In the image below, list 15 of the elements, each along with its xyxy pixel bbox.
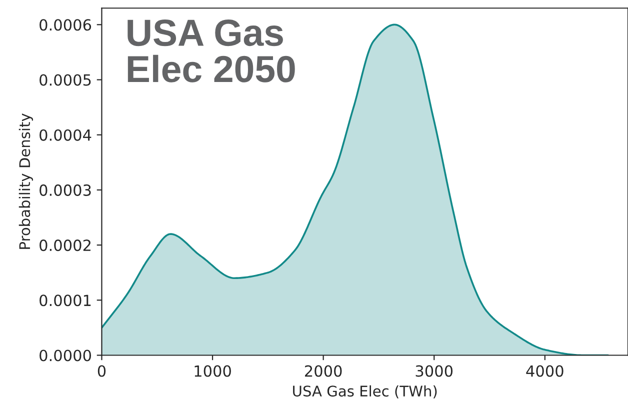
x-tick-label: 0 — [98, 365, 106, 377]
y-tick-label: 0.0002 — [40, 240, 90, 252]
x-tick-label: 4000 — [526, 365, 564, 377]
x-tick-label: 1000 — [194, 365, 231, 377]
text: USA Gas Elec 2050 — [128, 20, 295, 82]
y-axis-title: Probability Density — [18, 114, 33, 249]
x-tick-label: 3000 — [416, 365, 453, 377]
y-tick-label: 0.0001 — [40, 294, 91, 306]
y-tick-label: 0.0004 — [40, 129, 92, 141]
x-tick-label: 2000 — [305, 365, 342, 377]
x-axis-title: USA Gas Elec (TWh) — [293, 385, 437, 398]
y-tick-label: 0.0003 — [40, 184, 91, 196]
y-tick-label: 0.0005 — [40, 74, 91, 86]
y-tick-label: 0.0000 — [40, 350, 91, 362]
y-tick-label: 0.0006 — [40, 19, 92, 31]
